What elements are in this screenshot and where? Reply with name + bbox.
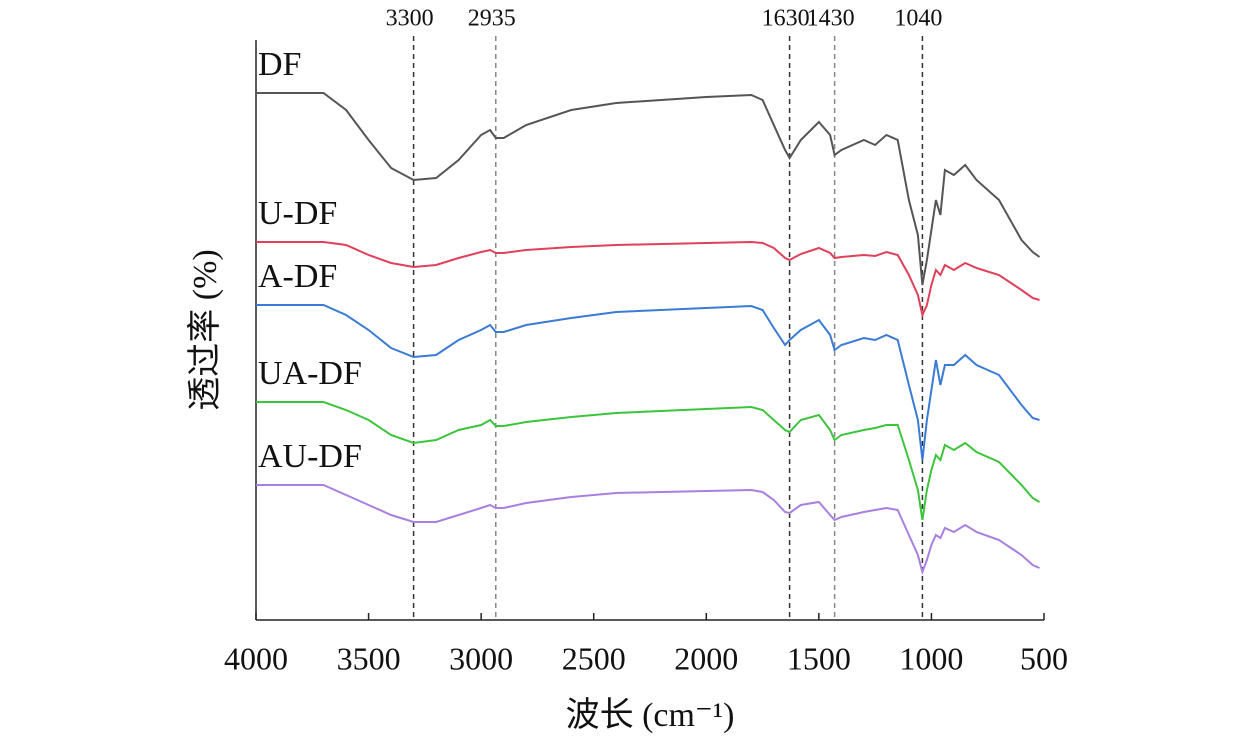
- y-axis-label: 透过率 (%): [186, 249, 224, 410]
- spectrum-line: [256, 401, 1041, 521]
- reference-label: 2935: [468, 6, 516, 32]
- series-label: U-DF: [258, 195, 337, 232]
- reference-label: 3300: [386, 6, 434, 32]
- series-label: UA-DF: [258, 355, 362, 392]
- x-tick-label: 3500: [337, 640, 401, 676]
- x-tick-label: 2000: [674, 640, 738, 676]
- series-label: A-DF: [258, 258, 337, 295]
- reference-label: 1630: [762, 6, 810, 32]
- x-tick-label: 2500: [562, 640, 626, 676]
- x-tick-label: 3000: [449, 640, 513, 676]
- spectrum-line: [256, 484, 1040, 576]
- series-label: DF: [258, 46, 301, 83]
- x-tick-label: 1500: [787, 640, 851, 676]
- x-tick-label: 1000: [899, 640, 963, 676]
- reference-label: 1430: [807, 6, 855, 32]
- spectrum-line: [256, 240, 1040, 319]
- reference-label: 1040: [894, 6, 942, 32]
- spectrum-line: [256, 92, 1041, 286]
- x-tick-label: 500: [1020, 640, 1068, 676]
- series-label: AU-DF: [258, 438, 362, 475]
- x-axis-label: 波长 (cm⁻¹): [566, 696, 735, 734]
- x-tick-label: 4000: [224, 640, 288, 676]
- spectrum-line: [256, 304, 1040, 461]
